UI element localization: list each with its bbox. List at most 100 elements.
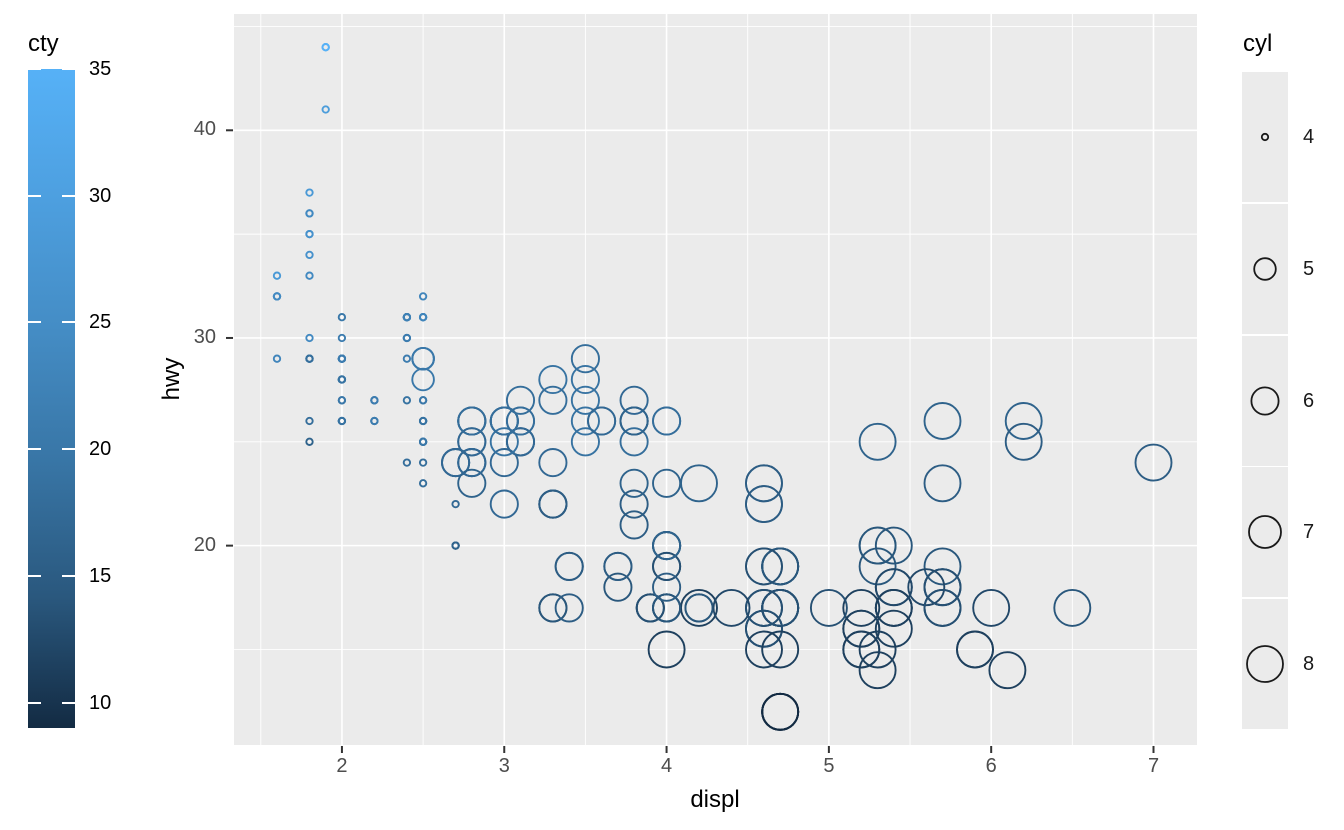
data-point	[505, 385, 536, 415]
data-point	[619, 427, 649, 457]
x-axis-title: displ	[690, 786, 740, 813]
cty-colorbar-tick-label: 20	[89, 438, 112, 461]
data-point	[337, 416, 347, 426]
data-point	[451, 541, 460, 550]
cty-colorbar-tick	[62, 321, 75, 324]
data-point	[272, 292, 282, 301]
cyl-legend-circle-8	[1246, 645, 1284, 683]
data-point	[418, 437, 428, 446]
data-point	[761, 547, 800, 586]
data-point	[745, 464, 783, 503]
data-point	[305, 271, 314, 280]
data-point	[305, 188, 314, 197]
data-point	[923, 568, 962, 607]
data-point	[305, 333, 314, 343]
data-point	[305, 250, 314, 260]
data-point	[489, 406, 519, 436]
data-point	[858, 547, 897, 586]
cyl-legend-circle-7	[1248, 515, 1282, 550]
cty-colorbar-tick	[62, 194, 75, 197]
data-point	[874, 526, 913, 565]
data-point	[457, 427, 487, 457]
data-point	[570, 385, 600, 415]
data-point	[457, 448, 487, 478]
data-point	[712, 588, 751, 627]
cty-colorbar-tick	[28, 69, 41, 70]
data-point	[570, 364, 600, 395]
cty-colorbar-tick-label: 30	[89, 184, 112, 207]
data-point	[538, 385, 568, 415]
data-point	[337, 333, 347, 343]
cyl-legend-label-7: 7	[1303, 521, 1315, 544]
data-point	[858, 526, 897, 565]
data-point	[402, 458, 412, 467]
cyl-legend-key-6	[1242, 335, 1288, 466]
data-point	[411, 346, 435, 371]
data-point	[874, 609, 913, 648]
cyl-legend-circle-6	[1250, 386, 1280, 416]
cyl-legend-circle-4	[1260, 132, 1270, 142]
data-point	[745, 588, 783, 627]
data-point	[809, 588, 848, 627]
x-tick-label: 5	[823, 755, 835, 777]
data-point	[337, 375, 347, 384]
data-point	[441, 448, 471, 478]
data-point	[842, 588, 881, 627]
data-point	[842, 630, 881, 669]
data-point	[538, 593, 568, 623]
data-point	[587, 406, 617, 436]
data-point	[305, 437, 314, 446]
cty-colorbar-tick	[28, 574, 41, 577]
cyl-legend-label-5: 5	[1303, 257, 1315, 280]
data-point	[337, 354, 347, 363]
data-point	[402, 313, 412, 322]
data-point	[305, 416, 314, 426]
data-point	[652, 551, 682, 581]
y-tick-label: 30	[193, 325, 216, 348]
data-point	[923, 588, 962, 627]
panel-background	[234, 14, 1197, 745]
cyl-legend-glyph	[1260, 132, 1270, 142]
data-point	[489, 448, 519, 478]
cty-colorbar-tick	[28, 448, 41, 451]
y-tick-label: 40	[193, 118, 216, 141]
data-point	[418, 396, 428, 405]
data-point	[761, 588, 800, 627]
x-tick-label: 4	[661, 755, 673, 777]
data-point	[305, 354, 314, 363]
cyl-legend-key-8	[1242, 599, 1288, 729]
cty-colorbar-tick	[62, 448, 75, 451]
data-point	[489, 427, 519, 457]
data-point	[321, 105, 330, 114]
cyl-legend-glyph	[1248, 515, 1282, 550]
data-point	[570, 427, 600, 457]
data-point	[538, 364, 568, 395]
data-point	[603, 572, 633, 602]
cty-colorbar-tick	[62, 701, 75, 704]
data-point	[956, 630, 994, 669]
data-point	[538, 448, 568, 478]
data-point	[489, 489, 519, 519]
data-point	[337, 396, 347, 405]
cty-legend-title: cty	[28, 30, 59, 57]
cyl-legend-key-4	[1242, 72, 1288, 202]
data-point	[652, 593, 682, 623]
cyl-legend-title: cyl	[1243, 30, 1273, 57]
cty-colorbar-tick-label: 25	[89, 311, 112, 334]
cyl-legend-glyph	[1250, 386, 1280, 416]
data-point	[1053, 588, 1092, 627]
cty-colorbar-tick	[62, 574, 75, 577]
cty-colorbar-tick-label: 15	[89, 564, 112, 587]
data-point	[370, 396, 379, 405]
data-point	[554, 551, 584, 581]
data-point	[451, 499, 460, 509]
data-point	[652, 572, 682, 602]
data-point	[457, 406, 487, 436]
data-point	[538, 489, 568, 519]
x-tick-label: 3	[498, 755, 510, 777]
cyl-legend-label-8: 8	[1303, 653, 1315, 675]
data-point	[619, 489, 649, 519]
data-point	[907, 568, 946, 607]
data-point	[570, 406, 600, 436]
